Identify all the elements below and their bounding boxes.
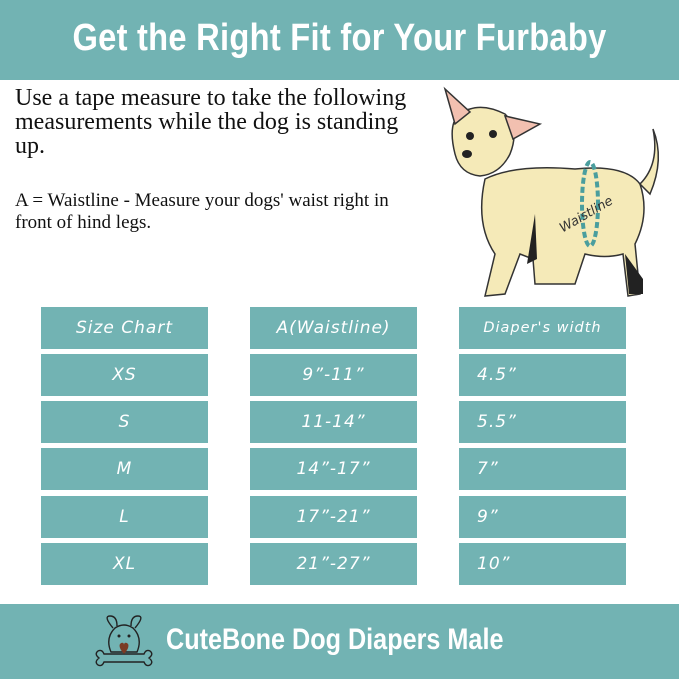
dog-with-bone-logo-icon — [95, 615, 153, 667]
chihuahua-illustration: Waistline — [443, 86, 660, 297]
header-band — [0, 0, 679, 80]
waist-cell: 9”-11” — [250, 354, 417, 396]
waist-cell: 11-14” — [250, 401, 417, 443]
header-size-chart: Size Chart — [41, 307, 208, 349]
width-cell: 5.5” — [459, 401, 626, 443]
brand-name: CuteBone Dog Diapers Male — [166, 623, 504, 656]
header-diaper-width: Diaper's width — [459, 307, 626, 349]
waist-cell: 14”-17” — [250, 448, 417, 490]
size-cell: XS — [41, 354, 208, 396]
size-cell: XL — [41, 543, 208, 585]
size-cell: M — [41, 448, 208, 490]
width-cell: 10” — [459, 543, 626, 585]
size-cell: S — [41, 401, 208, 443]
width-cell: 9” — [459, 496, 626, 538]
width-cell: 4.5” — [459, 354, 626, 396]
intro-text: Use a tape measure to take the following… — [15, 85, 407, 159]
waist-cell: 21”-27” — [250, 543, 417, 585]
size-cell: L — [41, 496, 208, 538]
waist-note: A = Waistline - Measure your dogs' waist… — [15, 190, 389, 233]
page-title: Get the Right Fit for Your Furbaby — [72, 17, 607, 59]
width-cell: 7” — [459, 448, 626, 490]
header-waistline: A(Waistline) — [250, 307, 417, 349]
waist-cell: 17”-21” — [250, 496, 417, 538]
